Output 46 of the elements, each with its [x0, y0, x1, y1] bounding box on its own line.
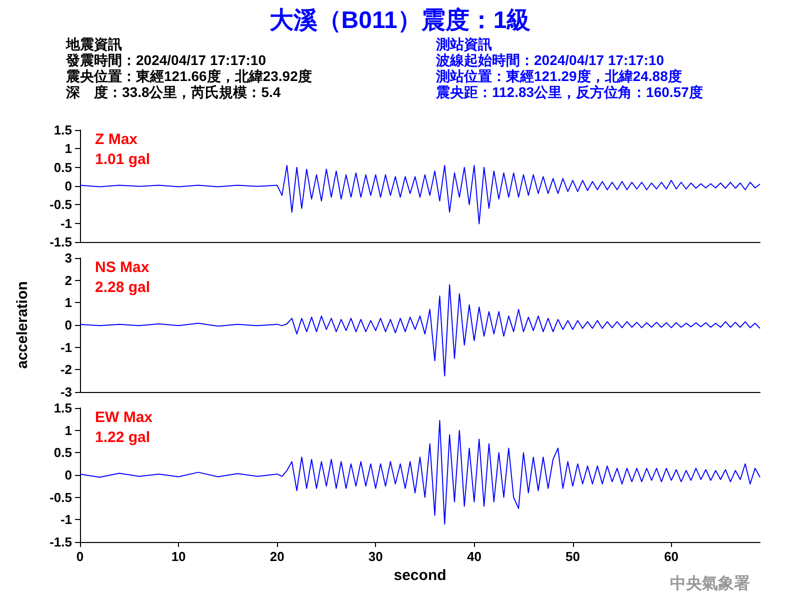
text: 深 度：33.8公里，芮氏規模：5.4: [66, 84, 282, 100]
annotation: EW Max: [95, 409, 154, 426]
y-tick-label: 1.5: [54, 122, 72, 138]
x-tick-label: 0: [76, 549, 84, 564]
y-tick-label: -1: [60, 216, 72, 231]
chart-title: 大溪（B011）震度：1級: [268, 6, 532, 36]
y-tick-label: -2: [60, 362, 72, 378]
y-tick-label: 0.5: [54, 445, 72, 460]
y-tick-label: -1: [60, 340, 72, 355]
y-tick-label: -0.5: [50, 197, 72, 212]
x-tick-label: 40: [466, 549, 482, 564]
y-axis-title: acceleration: [14, 281, 31, 369]
x-tick-label: 10: [171, 549, 186, 564]
annotation: NS Max: [95, 259, 150, 276]
text: 震央距：112.83公里，反方位角：160.57度: [436, 84, 703, 100]
y-tick-label: 1: [64, 141, 72, 156]
y-tick-label: 0: [64, 178, 72, 194]
text: 測站位置：東經121.29度，北緯24.88度: [436, 68, 683, 84]
annotation: 1.01 gal: [95, 151, 150, 168]
y-tick-label: 1: [64, 422, 72, 438]
y-tick-label: 0: [64, 318, 72, 332]
x-tick-label: 50: [566, 549, 580, 564]
x-axis-title: second: [394, 566, 446, 584]
x-tick-label: 30: [368, 549, 383, 564]
y-tick-label: -3: [60, 384, 72, 400]
text: 中央氣象署: [670, 574, 750, 592]
y-tick-label: 0.5: [54, 160, 72, 175]
x-tick-label: 20: [270, 549, 284, 564]
x-tick-label: 60: [664, 549, 679, 564]
y-tick-label: 1: [64, 295, 72, 310]
annotation: Z Max: [95, 131, 138, 148]
y-tick-label: -1: [60, 512, 72, 528]
text: 發震時間：2024/04/17 17:17:10: [66, 52, 267, 68]
y-tick-label: 1.5: [54, 400, 72, 416]
text: 測站資訊: [436, 36, 493, 52]
annotation: 1.22 gal: [95, 429, 150, 446]
y-tick-label: -1.5: [50, 234, 72, 250]
y-tick-label: -1.5: [50, 534, 72, 550]
y-tick-label: -0.5: [50, 490, 72, 505]
annotation: 2.28 gal: [95, 279, 150, 296]
y-tick-label: 3: [64, 250, 72, 266]
y-tick-label: 2: [64, 272, 72, 288]
text: 波線起始時間：2024/04/17 17:17:10: [436, 52, 665, 68]
text: 地震資訊: [66, 36, 123, 52]
y-tick-label: 0: [64, 468, 72, 482]
text: 震央位置：東經121.66度，北緯23.92度: [66, 68, 312, 84]
